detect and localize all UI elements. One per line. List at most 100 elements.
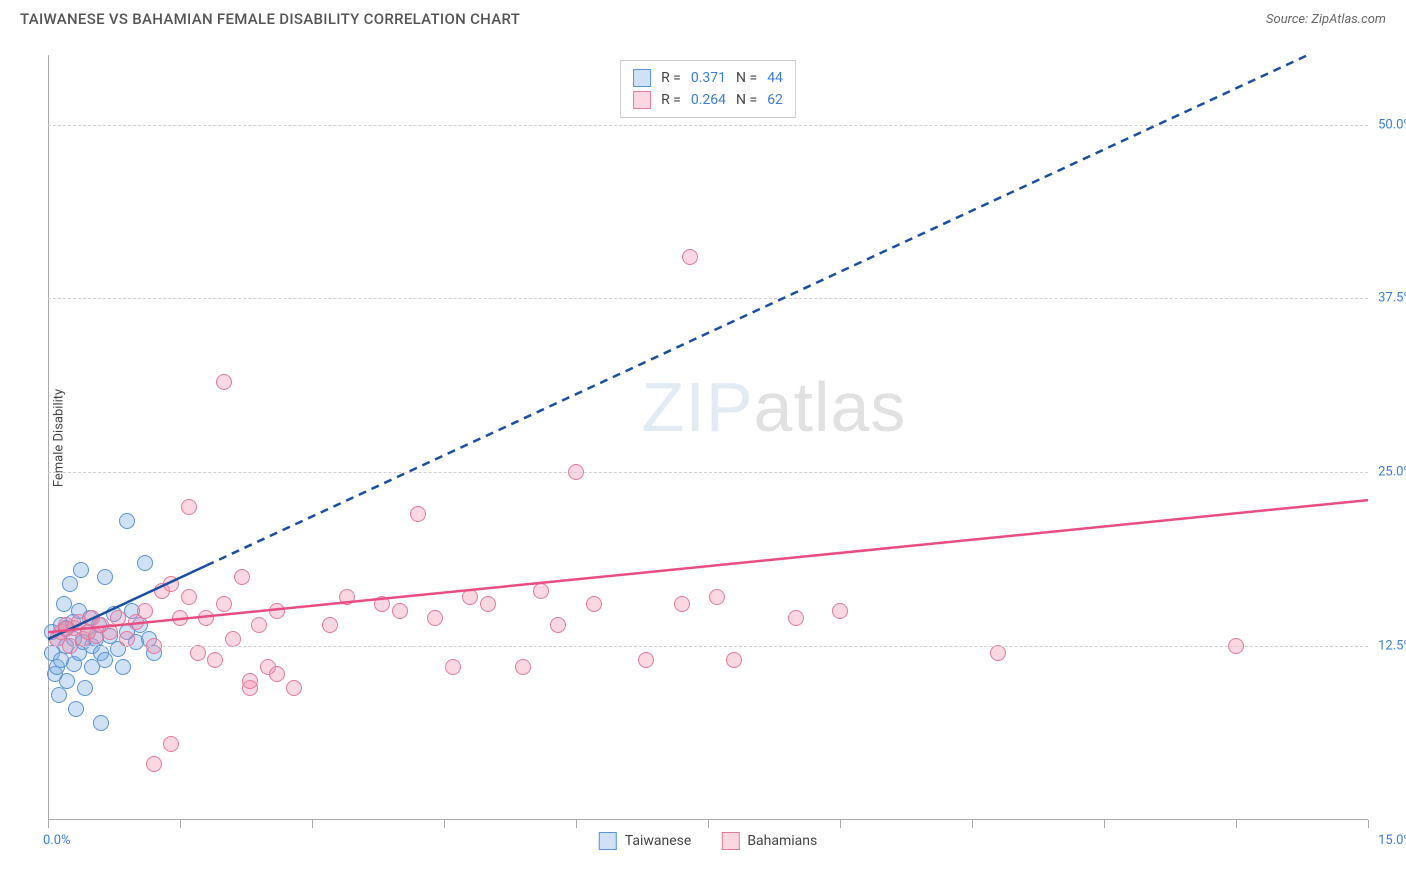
data-point — [58, 621, 74, 637]
x-tick-mark — [1368, 820, 1369, 828]
data-point — [638, 652, 654, 668]
x-tick-mark — [972, 820, 973, 828]
swatch-icon — [721, 832, 739, 850]
data-point — [374, 596, 390, 612]
data-point — [181, 499, 197, 515]
data-point — [190, 645, 206, 661]
legend-item: Taiwanese — [599, 832, 692, 850]
data-point — [682, 249, 698, 265]
legend-label: Taiwanese — [625, 833, 692, 849]
legend-stats-row: R = 0.371 N = 44 — [633, 67, 783, 89]
n-value: 44 — [767, 70, 783, 86]
data-point — [97, 569, 113, 585]
n-label: N = — [736, 70, 757, 86]
x-tick-mark — [444, 820, 445, 828]
legend-stats: R = 0.371 N = 44 R = 0.264 N = 62 — [620, 60, 796, 118]
chart-title: TAIWANESE VS BAHAMIAN FEMALE DISABILITY … — [20, 10, 520, 28]
y-tick-label: 25.0% — [1378, 465, 1406, 480]
data-point — [427, 610, 443, 626]
data-point — [990, 645, 1006, 661]
data-point — [119, 513, 135, 529]
data-point — [445, 659, 461, 675]
gridline — [48, 472, 1368, 473]
data-point — [77, 680, 93, 696]
data-point — [115, 659, 131, 675]
data-point — [216, 596, 232, 612]
data-point — [56, 596, 72, 612]
data-point — [726, 652, 742, 668]
data-point — [181, 589, 197, 605]
x-tick-mark — [840, 820, 841, 828]
data-point — [73, 562, 89, 578]
r-label: R = — [661, 92, 681, 108]
swatch-icon — [633, 69, 651, 87]
data-point — [674, 596, 690, 612]
legend-series: Taiwanese Bahamians — [599, 832, 817, 850]
data-point — [533, 583, 549, 599]
data-point — [225, 631, 241, 647]
data-point — [110, 610, 126, 626]
data-point — [462, 589, 478, 605]
data-point — [586, 596, 602, 612]
plot-area — [48, 55, 1368, 820]
data-point — [198, 610, 214, 626]
data-point — [207, 652, 223, 668]
n-value: 62 — [767, 92, 783, 108]
x-tick-mark — [180, 820, 181, 828]
data-point — [119, 631, 135, 647]
n-label: N = — [736, 92, 757, 108]
legend-stats-row: R = 0.264 N = 62 — [633, 89, 783, 111]
y-tick-label: 12.5% — [1378, 639, 1406, 654]
gridline — [48, 298, 1368, 299]
r-label: R = — [661, 70, 681, 86]
gridline — [48, 646, 1368, 647]
data-point — [286, 680, 302, 696]
data-point — [709, 589, 725, 605]
data-point — [550, 617, 566, 633]
data-point — [515, 659, 531, 675]
data-point — [242, 673, 258, 689]
x-tick-mark — [576, 820, 577, 828]
x-tick-mark — [312, 820, 313, 828]
r-value: 0.371 — [691, 70, 726, 86]
data-point — [137, 555, 153, 571]
data-point — [137, 603, 153, 619]
data-point — [62, 576, 78, 592]
swatch-icon — [633, 91, 651, 109]
x-tick-mark — [708, 820, 709, 828]
data-point — [480, 596, 496, 612]
legend-item: Bahamians — [721, 832, 817, 850]
data-point — [251, 617, 267, 633]
data-point — [51, 687, 67, 703]
data-point — [788, 610, 804, 626]
chart-area: Female Disability ZIPatlas R = 0.371 N =… — [48, 55, 1368, 820]
data-point — [68, 701, 84, 717]
data-point — [832, 603, 848, 619]
data-point — [172, 610, 188, 626]
x-tick-mark — [1236, 820, 1237, 828]
x-tick-mark — [48, 820, 49, 828]
x-tick-mark — [1104, 820, 1105, 828]
x-tick-min: 0.0% — [43, 833, 71, 848]
data-point — [59, 673, 75, 689]
data-point — [216, 374, 232, 390]
data-point — [392, 603, 408, 619]
data-point — [93, 715, 109, 731]
data-point — [322, 617, 338, 633]
data-point — [269, 603, 285, 619]
gridline — [48, 125, 1368, 126]
data-point — [146, 756, 162, 772]
source-label: Source: ZipAtlas.com — [1266, 12, 1386, 27]
data-point — [163, 576, 179, 592]
data-point — [339, 589, 355, 605]
data-point — [234, 569, 250, 585]
r-value: 0.264 — [691, 92, 726, 108]
data-point — [410, 506, 426, 522]
data-point — [102, 624, 118, 640]
data-point — [97, 652, 113, 668]
legend-label: Bahamians — [747, 833, 817, 849]
y-tick-label: 50.0% — [1378, 117, 1406, 132]
swatch-icon — [599, 832, 617, 850]
x-tick-max: 15.0% — [1378, 833, 1406, 848]
y-tick-label: 37.5% — [1378, 291, 1406, 306]
